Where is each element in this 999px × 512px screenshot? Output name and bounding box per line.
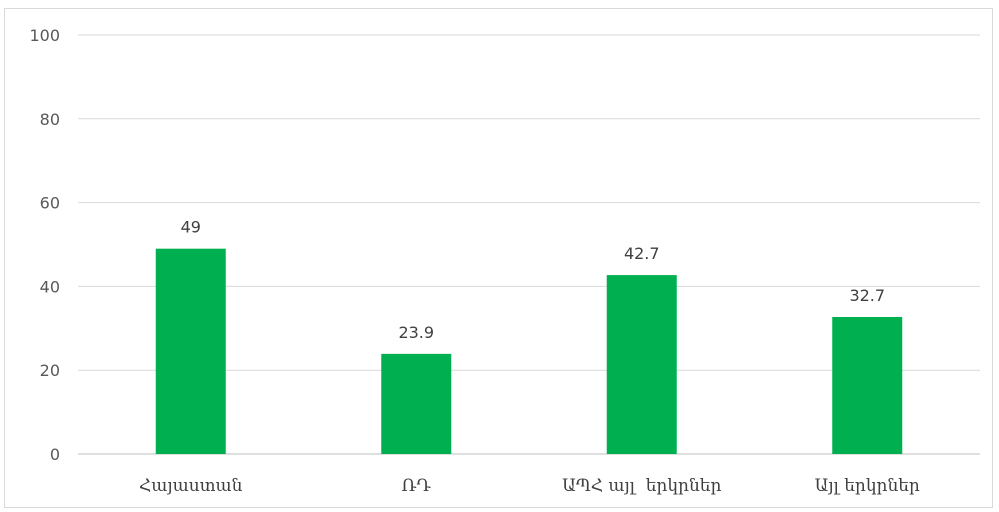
y-tick-label: 60 [40,194,60,213]
bars [155,248,903,454]
y-axis-ticks: 0 20 40 60 80 100 [29,26,60,464]
data-label: 49 [181,218,201,237]
category-label: Հայաստան [139,476,243,496]
category-label: ԱՊՀ այլ երկրներ [562,476,721,496]
data-label: 23.9 [398,323,434,342]
bar [381,353,452,454]
bar [606,275,677,454]
bar [155,248,226,454]
category-label: Այլ երկրներ [815,476,920,496]
data-labels: 49 23.9 42.7 32.7 [181,218,885,342]
y-tick-label: 40 [40,277,60,296]
category-label: ՌԴ [402,476,432,496]
bar [832,316,903,454]
gridlines [78,34,980,455]
y-tick-label: 100 [29,26,60,45]
y-tick-label: 80 [40,110,60,129]
y-tick-label: 20 [40,361,60,380]
x-axis-categories: Հայաստան ՌԴ ԱՊՀ այլ երկրներ Այլ երկրներ [139,476,920,496]
data-label: 42.7 [624,244,660,263]
y-tick-label: 0 [50,445,60,464]
data-label: 32.7 [849,286,885,305]
